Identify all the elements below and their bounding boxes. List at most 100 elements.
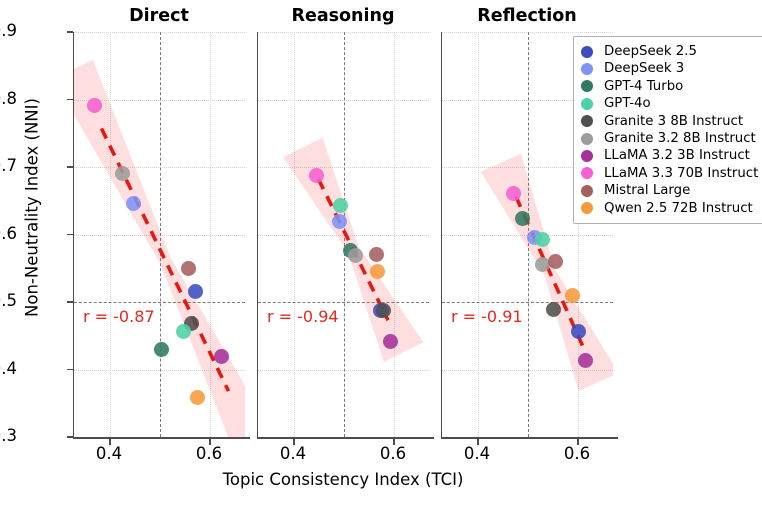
gridline-horizontal <box>74 234 245 236</box>
data-point[interactable] <box>175 324 191 340</box>
data-point[interactable] <box>213 348 229 364</box>
data-point[interactable] <box>308 167 324 183</box>
legend-item[interactable]: GPT-4 Turbo <box>581 78 758 95</box>
gridline-vertical <box>210 32 211 437</box>
gridline-vertical <box>294 32 295 437</box>
legend-item[interactable]: Qwen 2.5 72B Instruct <box>581 200 758 217</box>
scatter-panel-direct[interactable] <box>73 32 245 437</box>
x-tick-label: 0.4 <box>279 444 307 463</box>
data-point[interactable] <box>535 231 550 247</box>
data-point[interactable] <box>570 324 586 340</box>
gridline-vertical <box>110 32 111 437</box>
y-tick-label: 0.3 <box>0 426 17 445</box>
legend-item[interactable]: Granite 3 8B Instruct <box>581 113 758 130</box>
data-point[interactable] <box>347 247 363 263</box>
data-point[interactable] <box>546 301 561 317</box>
data-point[interactable] <box>382 333 398 349</box>
legend-item[interactable]: Granite 3.2 8B Instruct <box>581 130 758 147</box>
data-point[interactable] <box>86 98 102 114</box>
x-tick-mark <box>109 438 111 445</box>
gridline-horizontal <box>74 369 245 371</box>
legend-color-swatch <box>581 184 593 197</box>
data-point[interactable] <box>154 342 169 358</box>
gridline-horizontal <box>74 32 245 33</box>
y-tick-mark <box>67 436 73 438</box>
data-point[interactable] <box>189 389 205 405</box>
legend-label: GPT-4 Turbo <box>604 78 684 94</box>
data-point[interactable] <box>332 197 348 213</box>
y-tick-mark <box>67 368 73 371</box>
legend-label: DeepSeek 3 <box>604 61 685 77</box>
y-tick-label: 0.8 <box>0 88 17 108</box>
legend-label: Granite 3.2 8B Instruct <box>604 131 756 146</box>
panel-title-direct: Direct <box>129 6 189 26</box>
plot-area <box>258 32 429 437</box>
scatter-panel-reasoning[interactable] <box>257 32 429 437</box>
gridline-vertical <box>394 32 395 437</box>
legend-color-swatch <box>581 97 593 110</box>
gridline-vertical <box>478 32 479 437</box>
gridline-horizontal <box>442 32 613 33</box>
y-axis-label: Non-Neutrality Index (NNI) <box>22 98 42 317</box>
gridline-horizontal <box>74 167 245 168</box>
gridline-horizontal <box>442 167 613 168</box>
data-point[interactable] <box>506 185 521 201</box>
data-point[interactable] <box>515 210 530 226</box>
data-point[interactable] <box>535 256 550 272</box>
y-tick-mark <box>67 31 73 33</box>
correlation-label: r = -0.91 <box>451 307 523 326</box>
legend-label: DeepSeek 2.5 <box>604 44 697 60</box>
legend-item[interactable]: DeepSeek 2.5 <box>581 43 758 60</box>
x-tick-label: 0.6 <box>195 444 223 463</box>
reference-line-horizontal <box>442 302 613 303</box>
legend-item[interactable]: Mistral Large <box>581 182 758 199</box>
legend-color-swatch <box>581 132 593 145</box>
data-point[interactable] <box>188 284 203 300</box>
model-legend[interactable]: DeepSeek 2.5 DeepSeek 3 GPT-4 Turbo GPT-4o G… <box>573 36 762 224</box>
y-tick-mark <box>67 166 73 168</box>
data-point[interactable] <box>369 264 385 280</box>
correlation-label: r = -0.87 <box>83 307 155 326</box>
legend-label: Qwen 2.5 72B Instruct <box>604 200 753 216</box>
gridline-vertical <box>578 32 579 437</box>
legend-label: GPT-4o <box>604 96 651 112</box>
legend-item[interactable]: LLaMA 3.3 70B Instruct <box>581 165 758 182</box>
x-tick-label: 0.6 <box>563 444 591 463</box>
y-tick-label: 0.5 <box>0 291 17 310</box>
x-tick-label: 0.6 <box>379 444 407 463</box>
x-tick-mark <box>577 438 579 445</box>
panel-title-reflection: Reflection <box>477 6 577 26</box>
data-point[interactable] <box>564 287 580 303</box>
x-tick-mark <box>477 438 479 445</box>
gridline-horizontal <box>442 99 613 101</box>
legend-item[interactable]: LLaMA 3.2 3B Instruct <box>581 147 758 164</box>
regression-overlay <box>74 59 245 437</box>
y-tick-label: 0.4 <box>0 358 17 378</box>
y-tick-label: 0.7 <box>0 156 17 175</box>
x-tick-mark <box>209 438 211 445</box>
data-point[interactable] <box>125 195 141 211</box>
data-point[interactable] <box>547 254 563 269</box>
legend-item[interactable]: DeepSeek 3 <box>581 60 758 77</box>
legend-color-swatch <box>581 63 593 76</box>
correlation-label: r = -0.94 <box>267 307 339 326</box>
legend-color-swatch <box>581 115 593 128</box>
data-point[interactable] <box>331 213 347 229</box>
data-point[interactable] <box>375 303 391 319</box>
data-point[interactable] <box>369 246 384 262</box>
x-tick-label: 0.4 <box>95 444 123 463</box>
plot-area <box>74 32 245 437</box>
gridline-horizontal <box>258 32 429 33</box>
x-tick-mark <box>293 438 295 445</box>
x-tick-label: 0.4 <box>463 444 491 463</box>
regression-overlay <box>283 137 424 362</box>
legend-color-swatch <box>581 202 593 215</box>
data-point[interactable] <box>114 166 130 182</box>
legend-color-swatch <box>581 150 593 163</box>
data-point[interactable] <box>180 260 196 276</box>
legend-item[interactable]: GPT-4o <box>581 95 758 112</box>
x-axis-line <box>73 437 250 439</box>
data-point[interactable] <box>578 353 593 369</box>
plot-area <box>442 32 613 437</box>
